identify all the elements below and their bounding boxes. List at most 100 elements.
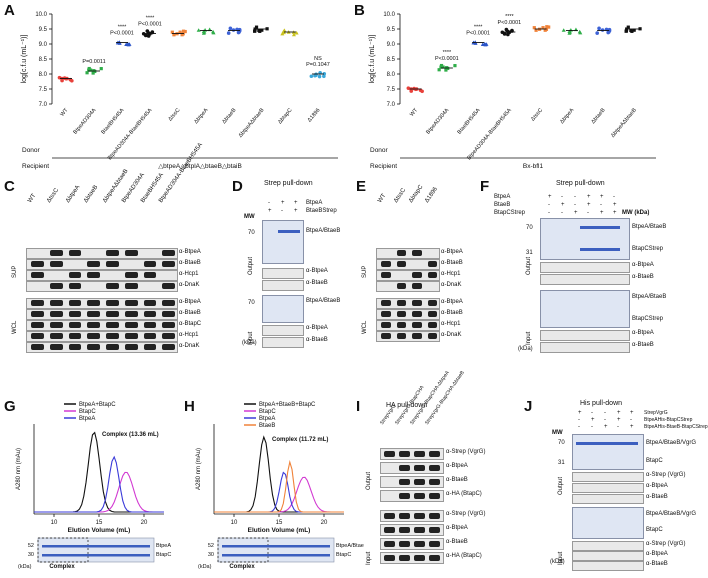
data-point xyxy=(226,31,231,35)
series-line xyxy=(34,471,164,513)
lane-label: ΔbtaeB xyxy=(83,184,100,204)
antibody-label: α-DnaK xyxy=(441,332,462,338)
gel-mw: 52 xyxy=(208,543,214,549)
data-point xyxy=(624,29,628,33)
condition-label: BtaeBStrep xyxy=(306,208,337,214)
data-point xyxy=(178,30,182,34)
x-tick-label: BtaeBH545A xyxy=(457,107,482,135)
gel-mw: 52 xyxy=(28,543,34,549)
protein-band xyxy=(68,250,82,256)
sign: - xyxy=(613,194,615,200)
p-value-label: P<0.0001 xyxy=(466,31,490,37)
antibody-label: α-BtaeB xyxy=(306,280,328,286)
panel-label-e: E xyxy=(356,178,367,195)
x-tick-label: WT xyxy=(59,107,70,118)
gel-band xyxy=(278,230,300,233)
antibody-label: α-DnaK xyxy=(441,282,462,288)
x-tick-label: BtpeAD304A xyxy=(72,107,97,135)
protein-band xyxy=(143,272,157,278)
significance-label: NS xyxy=(314,56,322,62)
blot-strip xyxy=(262,280,304,291)
protein-band xyxy=(49,322,63,328)
coomassie-gel xyxy=(540,290,630,328)
pull-down-title: Strep pull-down xyxy=(264,180,313,187)
x-tick-label: 10 xyxy=(231,520,238,526)
protein-band xyxy=(87,272,100,278)
gel-band-label: BtpeA xyxy=(156,543,171,549)
protein-band xyxy=(429,493,440,499)
antibody-label: α-BtpeA xyxy=(632,262,654,268)
blot-strip xyxy=(376,270,440,281)
sup-label: SUP xyxy=(12,265,18,278)
protein-band xyxy=(429,465,440,471)
input-label: Input xyxy=(366,551,372,565)
band-label: BtapCStrep xyxy=(632,316,664,322)
data-point xyxy=(578,30,583,35)
data-point xyxy=(632,28,636,32)
sign: - xyxy=(561,194,563,200)
legend-label: BtpeA+BtaeB+BtapC xyxy=(259,402,316,408)
data-point xyxy=(91,71,95,75)
band-label: BtpeA/BtaeB xyxy=(632,224,667,230)
antibody-label: α-BtaeB xyxy=(306,337,328,343)
sign: - xyxy=(630,417,632,423)
protein-band xyxy=(106,261,119,267)
blot-strip xyxy=(572,551,644,561)
panel-label-j: J xyxy=(524,398,533,415)
wcl-label: WCL xyxy=(362,320,368,334)
y-tick-label: 9.0 xyxy=(387,42,396,48)
blot-strip xyxy=(26,309,178,320)
antibody-label: α-DnaK xyxy=(179,282,200,288)
sign: + xyxy=(587,202,591,208)
protein-band xyxy=(384,513,395,519)
protein-band xyxy=(427,272,437,278)
data-point xyxy=(541,26,545,30)
data-point xyxy=(170,30,174,34)
data-point xyxy=(600,28,605,32)
protein-band xyxy=(396,261,406,267)
antibody-label: α-BtpeA xyxy=(306,268,328,274)
antibody-label: α-DnaK xyxy=(179,343,200,349)
protein-band xyxy=(124,250,138,256)
antibody-label: α-BtaeB xyxy=(441,260,463,266)
protein-band xyxy=(429,527,440,533)
data-point xyxy=(228,26,233,31)
pull-down-title: Strep pull-down xyxy=(556,180,605,187)
data-point xyxy=(561,28,566,32)
kda-label: (kDa) xyxy=(550,559,565,565)
data-point xyxy=(441,65,445,69)
protein-band xyxy=(427,311,437,317)
output-label: Output xyxy=(366,471,372,490)
antibody-label: α-Hcp1 xyxy=(179,271,199,277)
gel-band xyxy=(580,226,620,229)
gel-band xyxy=(42,545,150,548)
x-tick-label: BtpeAD304A xyxy=(425,107,450,135)
blot-strip xyxy=(376,320,440,331)
x-tick-label: BtaeBH545A xyxy=(100,107,125,135)
data-point xyxy=(201,31,206,35)
protein-band xyxy=(396,300,406,306)
protein-band xyxy=(143,261,157,267)
x-tick-label: ΔtssC xyxy=(167,107,181,122)
protein-band xyxy=(396,250,406,256)
antibody-label: α-BtaeB xyxy=(646,494,668,500)
band-label: BtpeA/BtaeB/VgrG xyxy=(646,440,697,446)
lane-label: ΔtssC xyxy=(45,187,60,204)
protein-band xyxy=(384,541,395,547)
protein-band xyxy=(429,479,440,485)
protein-band xyxy=(399,555,410,561)
antibody-label: α-BtaeB xyxy=(632,274,654,280)
protein-band xyxy=(87,261,100,267)
protein-band xyxy=(49,344,63,350)
protein-band xyxy=(143,322,157,328)
protein-band xyxy=(87,333,100,339)
protein-band xyxy=(414,451,425,457)
protein-band xyxy=(399,541,410,547)
data-point xyxy=(172,33,176,37)
antibody-label: α-BtaeB xyxy=(446,477,468,483)
blot-strip xyxy=(572,483,644,493)
blot-strip xyxy=(376,259,440,270)
protein-band xyxy=(396,283,406,289)
data-point xyxy=(260,28,264,32)
protein-band xyxy=(106,300,119,306)
